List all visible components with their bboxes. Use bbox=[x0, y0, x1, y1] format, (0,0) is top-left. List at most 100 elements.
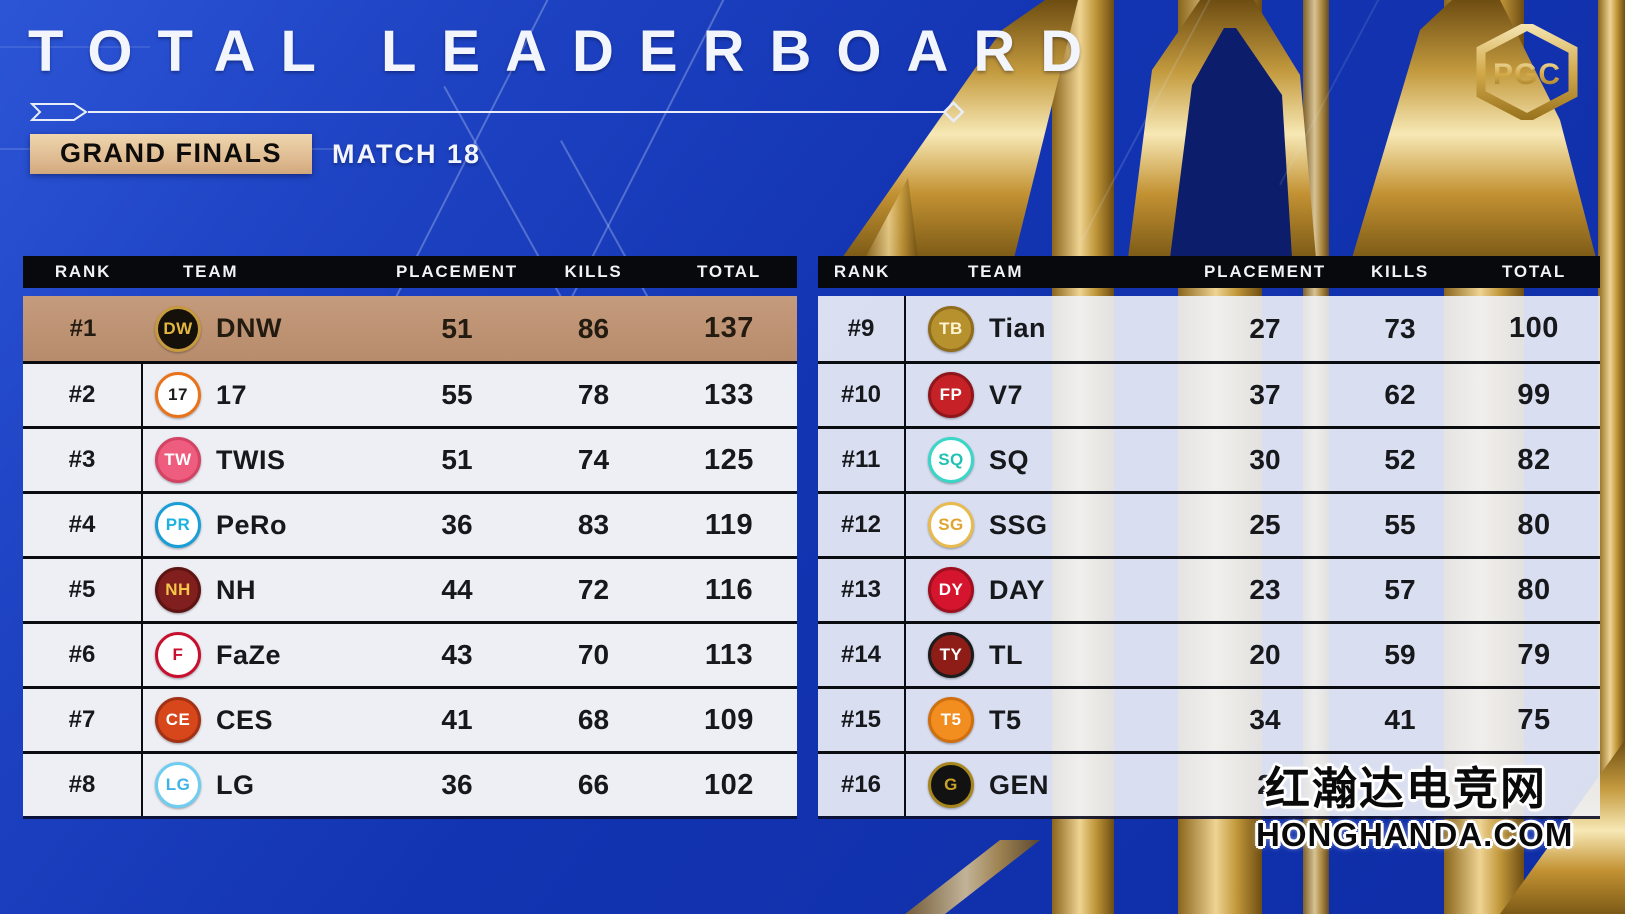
team-cell: CE CES bbox=[143, 697, 388, 743]
table-row: #7 CE CES 41 68 109 bbox=[23, 686, 797, 751]
placement-value: 51 bbox=[441, 312, 473, 344]
team-logo-initials: 17 bbox=[168, 385, 188, 404]
rank-cell: #6 bbox=[23, 624, 143, 686]
total-value: 133 bbox=[704, 378, 754, 411]
total-value: 119 bbox=[704, 508, 754, 541]
rank-cell: #12 bbox=[818, 494, 906, 556]
team-logo-icon: CE bbox=[155, 697, 201, 743]
rank-cell: #9 bbox=[818, 296, 906, 361]
pgc-logo-icon: PGC bbox=[1476, 24, 1578, 120]
team-name: TWIS bbox=[216, 444, 286, 475]
team-logo-initials: DY bbox=[938, 580, 964, 599]
placement-value: 41 bbox=[441, 704, 473, 735]
placement-value: 27 bbox=[1249, 312, 1281, 344]
team-logo-icon: TB bbox=[928, 305, 974, 352]
team-name: SQ bbox=[989, 444, 1030, 475]
team-logo-initials: TW bbox=[164, 450, 192, 469]
team-logo-initials: PR bbox=[165, 515, 191, 534]
team-logo-initials: G bbox=[944, 775, 958, 794]
team-name: 17 bbox=[216, 379, 248, 410]
team-logo-initials: TB bbox=[939, 318, 963, 338]
team-cell: DY DAY bbox=[906, 567, 1198, 613]
team-cell: LG LG bbox=[143, 762, 388, 808]
rank-cell: #4 bbox=[23, 494, 143, 556]
team-name: NH bbox=[216, 574, 256, 605]
team-name: V7 bbox=[989, 379, 1024, 410]
kills-value: 72 bbox=[577, 574, 610, 605]
kills-value: 70 bbox=[577, 639, 610, 670]
team-logo-initials: T5 bbox=[940, 710, 962, 729]
total-value: 79 bbox=[1517, 638, 1551, 671]
team-logo-icon: TW bbox=[155, 437, 201, 483]
team-logo-initials: F bbox=[172, 645, 184, 664]
team-logo-icon: DW bbox=[155, 305, 201, 352]
column-header-placement: PLACEMENT bbox=[1204, 262, 1326, 281]
placement-value: 36 bbox=[441, 769, 473, 800]
team-cell: TW TWIS bbox=[143, 437, 388, 483]
table-row: #3 TW TWIS 51 74 125 bbox=[23, 426, 797, 491]
kills-value: 59 bbox=[1384, 639, 1416, 670]
rank-cell: #2 bbox=[23, 364, 143, 426]
team-cell: SQ SQ bbox=[906, 437, 1198, 483]
leaderboard-table-right: RANK TEAM PLACEMENT KILLS TOTAL #9 TB Ti… bbox=[818, 256, 1600, 819]
watermark-site-name: 红瀚达电竞网 bbox=[1264, 763, 1547, 814]
placement-value: 51 bbox=[441, 444, 473, 475]
team-logo-icon: NH bbox=[155, 567, 201, 613]
placement-value: 44 bbox=[441, 574, 473, 605]
column-header-team: TEAM bbox=[968, 262, 1024, 281]
team-logo-icon: T5 bbox=[928, 697, 974, 743]
team-cell: F FaZe bbox=[143, 632, 388, 678]
placement-value: 55 bbox=[441, 379, 473, 410]
team-name: FaZe bbox=[216, 639, 282, 670]
placement-value: 25 bbox=[1249, 509, 1281, 540]
team-name: TL bbox=[989, 639, 1023, 670]
team-name: LG bbox=[216, 769, 255, 800]
table-row: #2 17 17 55 78 133 bbox=[23, 361, 797, 426]
team-name: CES bbox=[216, 704, 274, 735]
table-row: #11 SQ SQ 30 52 82 bbox=[818, 426, 1600, 491]
table-header: RANK TEAM PLACEMENT KILLS TOTAL bbox=[23, 256, 797, 288]
kills-value: 73 bbox=[1384, 312, 1416, 344]
kills-value: 52 bbox=[1384, 444, 1416, 475]
table-row: #4 PR PeRo 36 83 119 bbox=[23, 491, 797, 556]
rank-cell: #8 bbox=[23, 754, 143, 816]
team-logo-initials: SQ bbox=[938, 450, 964, 469]
team-logo-initials: DW bbox=[163, 318, 193, 338]
total-value: 113 bbox=[704, 638, 754, 671]
kills-value: 68 bbox=[577, 704, 610, 735]
team-logo-icon: SQ bbox=[928, 437, 974, 483]
team-logo-initials: TY bbox=[939, 645, 963, 664]
watermark: 红瀚达电竞网 HONGHANDA.COM bbox=[1256, 763, 1572, 854]
column-header-rank: RANK bbox=[833, 262, 891, 281]
team-logo-initials: SG bbox=[938, 515, 964, 534]
team-cell: TB Tian bbox=[906, 305, 1198, 352]
kills-value: 86 bbox=[577, 312, 610, 344]
team-logo-initials: LG bbox=[165, 775, 191, 794]
placement-value: 20 bbox=[1249, 639, 1281, 670]
team-name: SSG bbox=[989, 509, 1048, 540]
rank-cell: #3 bbox=[23, 429, 143, 491]
column-header-kills: KILLS bbox=[564, 262, 623, 281]
column-header-placement: PLACEMENT bbox=[396, 262, 518, 281]
page-title: TOTAL LEADERBOARD bbox=[28, 19, 1108, 84]
column-header-rank: RANK bbox=[54, 262, 112, 281]
column-header-kills: KILLS bbox=[1370, 262, 1430, 281]
table-row: #12 SG SSG 25 55 80 bbox=[818, 491, 1600, 556]
kills-value: 55 bbox=[1384, 509, 1416, 540]
team-logo-icon: G bbox=[928, 762, 974, 808]
total-value: 137 bbox=[704, 312, 754, 344]
team-logo-initials: NH bbox=[165, 580, 191, 599]
team-logo-initials: FP bbox=[939, 385, 963, 404]
kills-value: 66 bbox=[577, 769, 610, 800]
table-rows: #9 TB Tian 27 73 100 #10 FP V7 37 62 99 … bbox=[818, 296, 1600, 819]
total-value: 102 bbox=[704, 768, 754, 801]
kills-value: 83 bbox=[577, 509, 610, 540]
table-header: RANK TEAM PLACEMENT KILLS TOTAL bbox=[818, 256, 1600, 288]
team-name: T5 bbox=[989, 704, 1022, 735]
pgc-logo-text: PGC bbox=[1493, 58, 1561, 91]
rank-cell: #10 bbox=[818, 364, 906, 426]
team-logo-icon: LG bbox=[155, 762, 201, 808]
team-logo-icon: F bbox=[155, 632, 201, 678]
placement-value: 36 bbox=[441, 509, 473, 540]
column-header-total: TOTAL bbox=[1501, 262, 1567, 281]
